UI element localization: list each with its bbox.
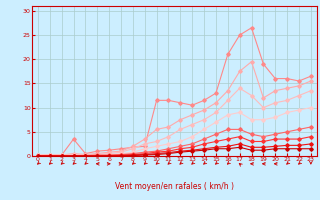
X-axis label: Vent moyen/en rafales ( km/h ): Vent moyen/en rafales ( km/h ) (115, 182, 234, 191)
